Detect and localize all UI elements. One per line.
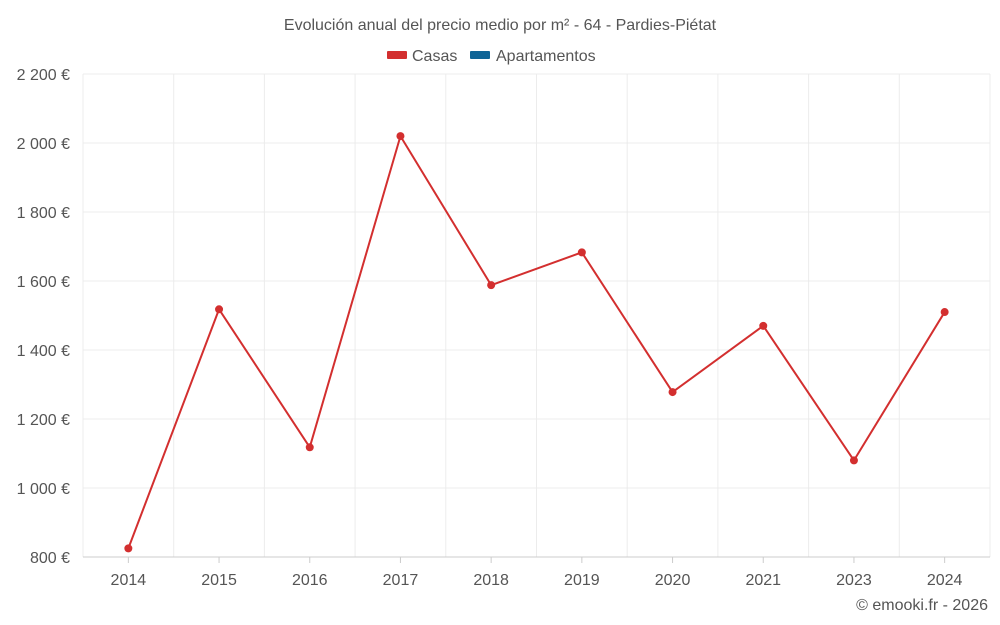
y-tick-label: 1 800 € [17,205,70,222]
data-point-casas[interactable] [577,248,586,257]
x-tick-label: 2017 [383,572,419,589]
x-tick-label: 2016 [292,572,328,589]
y-tick-label: 2 200 € [17,67,70,84]
y-tick-label: 1 000 € [17,481,70,498]
data-point-casas[interactable] [396,132,405,141]
x-tick-label: 2019 [564,572,600,589]
data-point-casas[interactable] [487,281,496,290]
y-tick-label: 800 € [30,550,70,567]
x-tick-label: 2014 [111,572,147,589]
x-tick-label: 2018 [473,572,509,589]
data-point-casas[interactable] [124,544,133,553]
legend-label-apartamentos: Apartamentos [496,48,596,65]
y-tick-label: 1 600 € [17,274,70,291]
legend: Casas Apartamentos [387,48,596,65]
x-tick-label: 2020 [655,572,691,589]
series-casas [124,132,949,553]
legend-item-casas[interactable]: Casas [387,48,457,65]
y-tick-label: 1 200 € [17,412,70,429]
x-axis-ticks: 2014 2015 2016 2017 2018 2019 2020 2021 2023 2024 [111,557,963,589]
data-point-casas[interactable] [305,443,314,452]
data-point-casas[interactable] [215,305,224,314]
x-tick-label: 2015 [201,572,237,589]
legend-label-casas: Casas [412,48,457,65]
legend-swatch-casas [387,51,407,59]
data-point-casas[interactable] [668,388,677,397]
data-point-casas[interactable] [940,308,949,317]
y-axis-ticks: 800 € 1 000 € 1 200 € 1 400 € 1 600 € 1 800 €… [17,67,70,567]
x-tick-label: 2021 [745,572,781,589]
grid [82,73,991,558]
legend-swatch-apartamentos [470,51,490,59]
data-point-casas[interactable] [759,321,768,330]
x-tick-label: 2024 [927,572,963,589]
credit: © emooki.fr - 2026 [856,597,988,614]
legend-item-apartamentos[interactable]: Apartamentos [470,48,596,65]
series-line-casas [127,135,946,549]
x-tick-label: 2023 [836,572,872,589]
chart-title: Evolución anual del precio medio por m² … [284,17,717,34]
y-tick-label: 2 000 € [17,136,70,153]
data-point-casas[interactable] [849,456,858,465]
y-tick-label: 1 400 € [17,343,70,360]
